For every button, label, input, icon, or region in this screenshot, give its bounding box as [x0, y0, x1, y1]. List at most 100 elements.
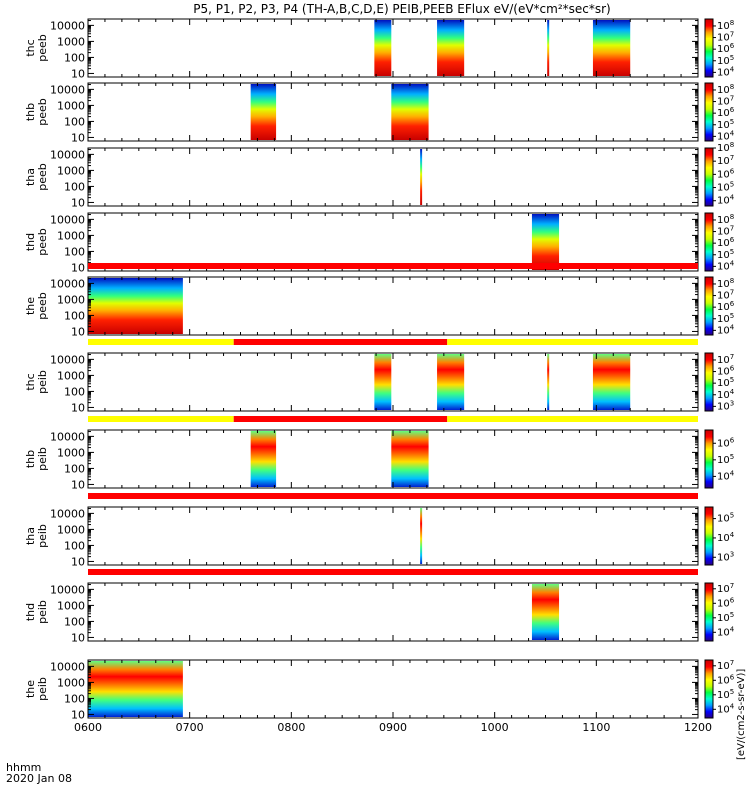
y-tick-label: 1000	[57, 164, 85, 177]
colorbar-tick-label: 104	[717, 625, 735, 638]
mode-bar-segment	[88, 493, 698, 499]
panel-species-label: peeb	[36, 98, 49, 126]
spectrogram-block	[391, 431, 429, 487]
panel-probe-label: the	[24, 680, 37, 698]
colorbar	[704, 659, 714, 719]
mode-bar-segment	[233, 416, 448, 422]
y-tick-label: 10	[71, 67, 85, 80]
spectrogram-block	[88, 661, 183, 717]
y-tick-label: 100	[64, 115, 85, 128]
y-tick-label: 10	[71, 131, 85, 144]
colorbar	[704, 82, 714, 142]
colorbar-tick-label: 105	[717, 453, 734, 466]
y-tick-label: 10000	[50, 148, 85, 161]
colorbar-tick-label: 105	[717, 512, 734, 525]
panel-probe-label: thd	[24, 233, 37, 251]
mode-bar-segment	[88, 416, 234, 422]
y-tick-label: 1000	[57, 676, 85, 689]
mode-bar-segment	[233, 339, 448, 345]
colorbar	[704, 582, 714, 642]
spectrogram-block	[420, 508, 423, 564]
colorbar	[704, 18, 714, 78]
panel-frame	[87, 506, 699, 566]
y-tick-label: 10000	[50, 583, 85, 596]
spectrogram-block	[374, 20, 392, 76]
colorbar	[704, 429, 714, 489]
spectrogram-block	[250, 84, 277, 140]
colorbar-tick-label: 104	[717, 65, 735, 78]
y-tick-label: 10	[71, 261, 85, 274]
y-tick-label: 100	[64, 385, 85, 398]
panel-species-label: peib	[36, 370, 49, 394]
mode-bar-segment	[447, 416, 698, 422]
mode-bar-segment	[88, 339, 234, 345]
panel-species-label: peeb	[36, 163, 49, 191]
y-tick-label: 100	[64, 245, 85, 258]
panel-frame	[87, 147, 699, 207]
colorbar-tick-label: 106	[717, 167, 735, 180]
spectrogram-block	[531, 214, 560, 270]
panel-label: thd peib	[24, 600, 49, 624]
colorbar-tick-label: 104	[717, 469, 735, 482]
panel-label: tha peib	[24, 524, 49, 548]
colorbar-tick-label: 106	[717, 436, 735, 449]
y-tick-label: 10000	[50, 660, 85, 673]
y-tick-label: 10000	[50, 277, 85, 290]
panel-probe-label: tha	[24, 527, 37, 545]
panel-probe-label: thb	[24, 103, 37, 121]
y-tick-label: 1000	[57, 35, 85, 48]
colorbar-tick-label: 107	[717, 154, 734, 167]
y-tick-label: 10000	[50, 213, 85, 226]
spectrogram-block	[374, 354, 392, 410]
panel-probe-label: thc	[24, 373, 37, 390]
spectrogram-block	[88, 278, 183, 334]
panel-species-label: peeb	[36, 34, 49, 62]
y-tick-label: 10	[71, 401, 85, 414]
x-tick-label: 0600	[74, 721, 102, 734]
panel-species-label: peib	[36, 524, 49, 548]
y-tick-label: 1000	[57, 99, 85, 112]
panel-probe-label: thc	[24, 39, 37, 56]
x-tick-label: 0900	[379, 721, 407, 734]
colorbar	[704, 352, 714, 412]
spectrogram-block	[547, 354, 550, 410]
y-tick-label: 1000	[57, 599, 85, 612]
panel-label: the peeb	[24, 292, 49, 320]
x-tick-label: 1000	[481, 721, 509, 734]
x-tick-label: 1100	[582, 721, 610, 734]
x-tick-label: 1200	[684, 721, 712, 734]
y-tick-label: 10000	[50, 353, 85, 366]
y-tick-label: 100	[64, 462, 85, 475]
colorbar	[704, 506, 714, 566]
panel-label: thb peib	[24, 447, 49, 471]
colorbar	[704, 212, 714, 272]
spectrogram-block	[547, 20, 550, 76]
colorbar-tick-label: 106	[717, 596, 735, 609]
time-axis: 0600 0700 0800 0900 1000 1100 1200	[74, 721, 712, 734]
spectrogram-block	[437, 20, 465, 76]
panel-probe-label: thd	[24, 603, 37, 621]
colorbar	[704, 147, 714, 207]
y-tick-label: 100	[64, 692, 85, 705]
y-tick-label: 1000	[57, 446, 85, 459]
colorbar-tick-label: 105	[717, 181, 734, 194]
spectrogram-block	[592, 20, 631, 76]
y-tick-label: 10	[71, 325, 85, 338]
panel-frame	[87, 212, 699, 272]
y-tick-label: 1000	[57, 523, 85, 536]
panel-label: thc peeb	[24, 34, 49, 62]
panel-species-label: peib	[36, 677, 49, 701]
y-tick-label: 1000	[57, 369, 85, 382]
colorbar-tick-label: 104	[717, 194, 735, 207]
spectrogram-block	[391, 84, 429, 140]
x-tick-label: 0700	[176, 721, 204, 734]
